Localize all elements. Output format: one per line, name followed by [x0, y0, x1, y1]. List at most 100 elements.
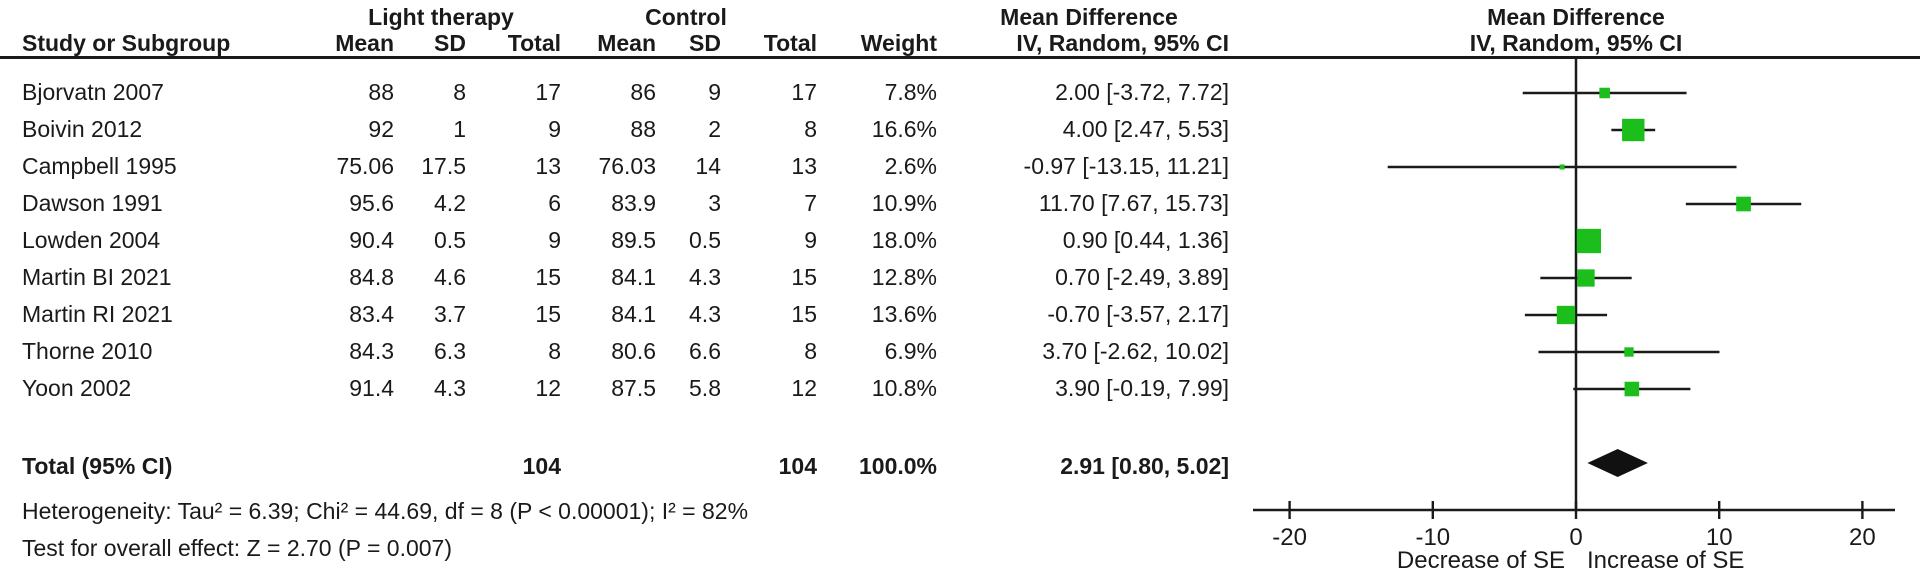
- lt-total-cell: 9: [548, 116, 561, 142]
- axis-tick-label: 20: [1849, 524, 1876, 551]
- c-mean-cell: 80.6: [611, 338, 656, 364]
- weight-cell: 7.8%: [884, 79, 937, 105]
- lt-mean-cell: 90.4: [349, 227, 394, 253]
- lt-mean-cell: 84.8: [349, 264, 394, 290]
- lt-sd-cell: 8: [453, 79, 466, 105]
- c-total-column-header: Total: [763, 30, 817, 56]
- lt-sd-cell: 4.2: [434, 190, 466, 216]
- total-lt-participants: 104: [522, 453, 561, 479]
- weight-cell: 13.6%: [871, 301, 937, 327]
- c-sd-cell: 0.5: [689, 227, 721, 253]
- c-mean-cell: 86: [630, 79, 656, 105]
- effect-marker: [1622, 118, 1645, 142]
- study-name-cell: Thorne 2010: [22, 338, 153, 364]
- lt-mean-cell: 75.06: [336, 153, 394, 179]
- c-sd-cell: 9: [708, 79, 721, 105]
- effect-column-title: Mean Difference: [1000, 4, 1178, 30]
- ci-text-cell: -0.70 [-3.57, 2.17]: [1047, 301, 1229, 327]
- overall-effect-note: Test for overall effect: Z = 2.70 (P = 0…: [22, 535, 452, 561]
- lt-total-column-header: Total: [507, 30, 561, 56]
- c-total-cell: 7: [804, 190, 817, 216]
- effect-marker: [1577, 269, 1595, 287]
- lt-sd-cell: 6.3: [434, 338, 466, 364]
- group-header-control: Control: [645, 4, 727, 30]
- effect-marker: [1559, 164, 1565, 170]
- c-sd-cell: 6.6: [689, 338, 721, 364]
- axis-direction-positive-label: Increase of SE: [1587, 547, 1744, 574]
- lt-total-cell: 6: [548, 190, 561, 216]
- c-sd-cell: 4.3: [689, 264, 721, 290]
- study-name-cell: Martin BI 2021: [22, 264, 172, 290]
- ci-text-cell: 3.90 [-0.19, 7.99]: [1055, 375, 1229, 401]
- weight-cell: 6.9%: [884, 338, 937, 364]
- study-name-cell: Dawson 1991: [22, 190, 163, 216]
- lt-mean-column-header: Mean: [335, 30, 394, 56]
- study-row: Campbell 1995 75.06 17.5 13 76.03 14 13 2.6% -0.…: [0, 148, 1235, 185]
- ci-text-cell: 0.90 [0.44, 1.36]: [1062, 227, 1229, 253]
- weight-cell: 10.8%: [871, 375, 937, 401]
- ci-text-cell: 11.70 [7.67, 15.73]: [1038, 190, 1229, 216]
- c-sd-cell: 4.3: [689, 301, 721, 327]
- c-total-cell: 12: [791, 375, 817, 401]
- ci-text-cell: 0.70 [-2.49, 3.89]: [1055, 264, 1229, 290]
- ci-text-cell: 4.00 [2.47, 5.53]: [1062, 116, 1229, 142]
- study-name-cell: Martin RI 2021: [22, 301, 173, 327]
- effect-marker: [1736, 196, 1751, 212]
- c-mean-cell: 83.9: [611, 190, 656, 216]
- c-total-cell: 8: [804, 116, 817, 142]
- c-mean-cell: 89.5: [611, 227, 656, 253]
- axis-tick-label: 0: [1569, 524, 1582, 551]
- lt-mean-cell: 84.3: [349, 338, 394, 364]
- axis-tick-label: -20: [1272, 524, 1307, 551]
- weight-cell: 2.6%: [884, 153, 937, 179]
- total-row: Total (95% CI) 104 104 100.0% 2.91 [0.80…: [0, 448, 1235, 485]
- lt-total-cell: 15: [535, 264, 561, 290]
- lt-total-cell: 12: [535, 375, 561, 401]
- lt-total-cell: 9: [548, 227, 561, 253]
- weight-cell: 12.8%: [871, 264, 937, 290]
- study-row: Martin BI 2021 84.8 4.6 15 84.1 4.3 15 12.8% 0.7…: [0, 259, 1235, 296]
- c-total-cell: 15: [791, 301, 817, 327]
- lt-mean-cell: 95.6: [349, 190, 394, 216]
- effect-marker: [1624, 381, 1640, 397]
- c-mean-column-header: Mean: [597, 30, 656, 56]
- c-total-cell: 17: [791, 79, 817, 105]
- lt-sd-cell: 4.6: [434, 264, 466, 290]
- total-weight: 100.0%: [858, 453, 937, 479]
- study-name-cell: Boivin 2012: [22, 116, 143, 142]
- lt-total-cell: 17: [535, 79, 561, 105]
- study-name-cell: Bjorvatn 2007: [22, 79, 164, 105]
- study-row: Bjorvatn 2007 88 8 17 86 9 17 7.8% 2.00 [-3.72, …: [0, 74, 1235, 111]
- ci-text-cell: 2.00 [-3.72, 7.72]: [1055, 79, 1229, 105]
- lt-sd-column-header: SD: [434, 30, 466, 56]
- lt-sd-cell: 1: [453, 116, 466, 142]
- ci-text-cell: -0.97 [-13.15, 11.21]: [1023, 153, 1229, 179]
- c-total-cell: 13: [791, 153, 817, 179]
- study-row: Dawson 1991 95.6 4.2 6 83.9 3 7 10.9% 11.70 [7.6…: [0, 185, 1235, 222]
- c-sd-cell: 14: [695, 153, 721, 179]
- study-name-cell: Yoon 2002: [22, 375, 132, 401]
- column-header-row: Study or Subgroup Mean SD Total Mean SD …: [0, 28, 1235, 57]
- lt-total-cell: 15: [535, 301, 561, 327]
- plot-column-title: Mean Difference: [1487, 4, 1665, 30]
- plot-column-subtitle: IV, Random, 95% CI: [1469, 30, 1683, 56]
- c-sd-cell: 5.8: [689, 375, 721, 401]
- lt-total-cell: 13: [535, 153, 561, 179]
- c-mean-cell: 84.1: [611, 264, 656, 290]
- weight-column-header: Weight: [860, 30, 937, 56]
- c-mean-cell: 84.1: [611, 301, 656, 327]
- weight-cell: 10.9%: [871, 190, 937, 216]
- effect-marker: [1624, 347, 1634, 357]
- lt-mean-cell: 88: [368, 79, 394, 105]
- lt-mean-cell: 92: [368, 116, 394, 142]
- study-row: Martin RI 2021 83.4 3.7 15 84.1 4.3 15 13.6% -0.…: [0, 296, 1235, 333]
- lt-mean-cell: 91.4: [349, 375, 394, 401]
- study-row: Thorne 2010 84.3 6.3 8 80.6 6.6 8 6.9% 3.70 [-2.…: [0, 333, 1235, 370]
- c-sd-cell: 2: [708, 116, 721, 142]
- effect-marker: [1599, 87, 1610, 99]
- lt-total-cell: 8: [548, 338, 561, 364]
- effect-marker: [1556, 305, 1576, 325]
- c-mean-cell: 76.03: [598, 153, 656, 179]
- c-sd-cell: 3: [708, 190, 721, 216]
